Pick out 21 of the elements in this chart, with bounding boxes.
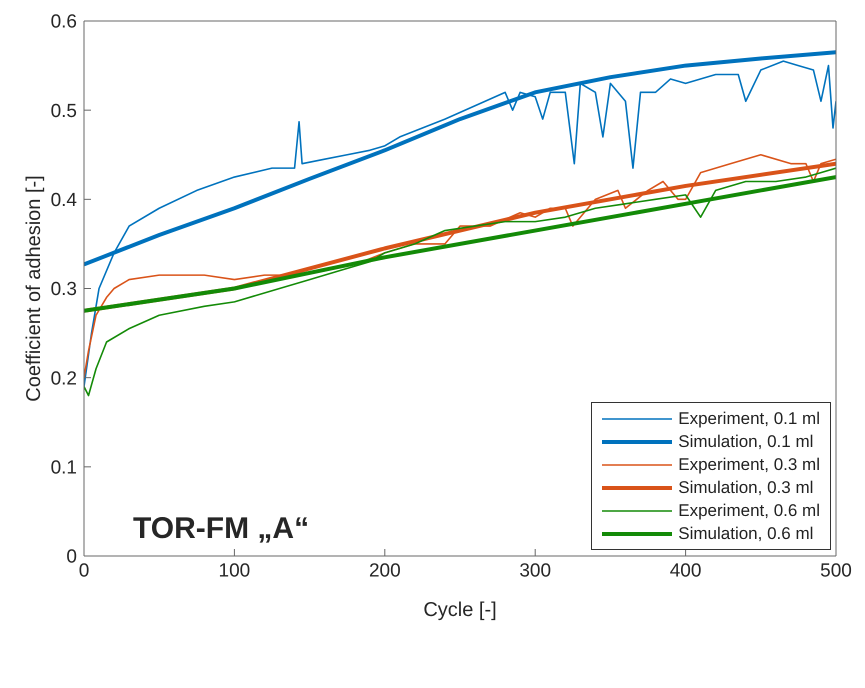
x-tick-label: 400 [670, 560, 702, 582]
y-axis-title: Coefficient of adhesion [-] [23, 175, 46, 402]
y-tick-label: 0.1 [50, 458, 77, 479]
x-tick-label: 500 [820, 560, 852, 582]
legend-label: Experiment, 0.3 ml [678, 454, 820, 476]
y-tick-label: 0 [66, 546, 77, 568]
annotation: TOR-FM „A“ [133, 512, 310, 546]
x-tick-label: 300 [519, 560, 552, 582]
y-tick-label: 0.3 [50, 279, 77, 300]
x-tick-label: 100 [218, 560, 250, 582]
y-tick-label: 0.4 [50, 190, 78, 212]
y-tick-label: 0.5 [50, 100, 77, 122]
legend-label: Simulation, 0.6 ml [678, 523, 814, 545]
legend-label: Experiment, 0.1 ml [678, 408, 820, 430]
y-tick-label: 0.6 [50, 12, 77, 33]
legend-label: Simulation, 0.3 ml [678, 477, 814, 499]
legend-label: Experiment, 0.6 ml [678, 500, 820, 522]
x-tick-label: 200 [368, 560, 401, 582]
x-axis-title: Cycle [-] [423, 599, 497, 621]
y-tick-label: 0.2 [50, 368, 77, 390]
legend-label: Simulation, 0.1 ml [678, 431, 814, 453]
